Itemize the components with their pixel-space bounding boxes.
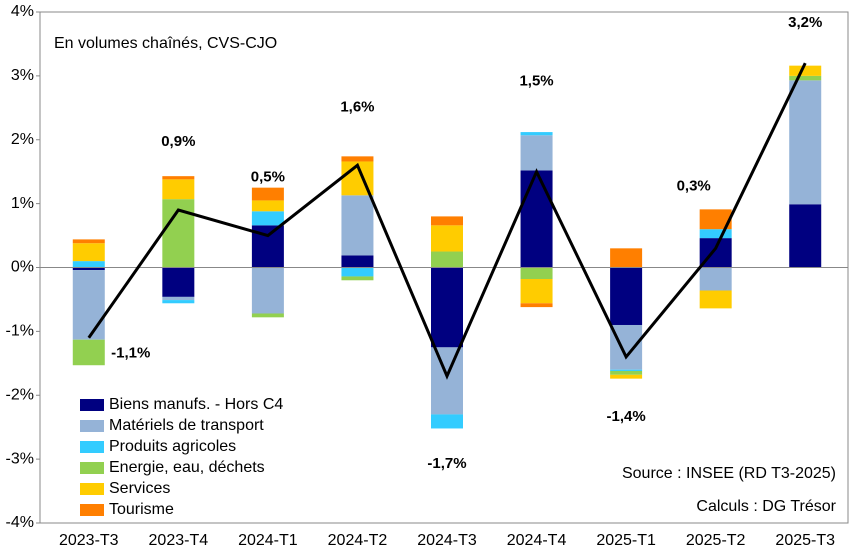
bar-segment — [610, 374, 643, 379]
y-tick-label: 2% — [11, 131, 34, 148]
bar-segment — [520, 267, 553, 279]
line — [87, 62, 807, 380]
data-label: 0,3% — [677, 177, 711, 194]
legend-swatch — [80, 420, 104, 432]
legend-swatch — [80, 441, 104, 453]
bar-segment — [431, 225, 463, 252]
y-tick-label: -3% — [6, 450, 34, 467]
data-label: 0,9% — [161, 133, 195, 150]
bar-segment — [520, 303, 553, 308]
bar-segment — [162, 267, 195, 297]
y-tick-label: 1% — [11, 195, 34, 212]
bar-segment — [341, 156, 374, 162]
bar-segment — [699, 209, 732, 230]
x-tick-label: 2023-T3 — [59, 532, 119, 549]
legend-label: Tourisme — [109, 501, 174, 518]
bar-segment — [610, 369, 643, 371]
x-tick-label: 2024-T4 — [507, 532, 567, 549]
bar-segment — [789, 80, 822, 205]
bar-segment — [72, 243, 105, 262]
x-tick-label: 2024-T2 — [328, 532, 388, 549]
x-tick-label: 2025-T3 — [775, 532, 835, 549]
bar-segment — [699, 267, 732, 291]
legend-label: Energie, eau, déchets — [109, 459, 265, 476]
data-label: 1,5% — [519, 73, 553, 90]
bar-segment — [789, 65, 822, 76]
bar-segment — [610, 370, 643, 375]
data-label: -1,4% — [607, 408, 646, 425]
bar-segment — [610, 248, 643, 268]
bar-segment — [72, 267, 105, 271]
legend-swatch — [80, 483, 104, 495]
legend-swatch — [80, 504, 104, 516]
bar-segment — [431, 216, 463, 226]
data-label: -1,7% — [427, 455, 466, 472]
bar-segment — [699, 229, 732, 239]
bar-segment — [341, 195, 374, 256]
annotation: En volumes chaînés, CVS-CJO — [54, 35, 277, 52]
annotation: Calculs : DG Trésor — [696, 498, 836, 515]
bar-segment — [520, 170, 553, 268]
bar-segment — [162, 296, 195, 301]
bar-segment — [72, 239, 105, 244]
bar-segment — [251, 313, 284, 318]
bar-segment — [341, 276, 374, 281]
bar-segment — [341, 267, 374, 277]
bar-segment — [72, 339, 105, 366]
bar-segment — [431, 347, 463, 415]
y-tick-label: 0% — [11, 259, 34, 276]
bar-segment — [431, 251, 463, 268]
bar-segment — [162, 300, 195, 304]
bar-segment — [789, 204, 822, 268]
legend-label: Produits agricoles — [109, 438, 236, 455]
bar-segment — [72, 270, 105, 340]
bar-segment — [520, 278, 553, 304]
legend-swatch — [80, 399, 104, 411]
bar-segment — [699, 290, 732, 309]
x-tick-label: 2024-T3 — [417, 532, 477, 549]
legend-label: Matériels de transport — [109, 417, 264, 434]
x-tick-label: 2023-T4 — [149, 532, 209, 549]
y-tick-label: -2% — [6, 386, 34, 403]
x-tick-label: 2025-T1 — [596, 532, 656, 549]
data-label: 3,2% — [788, 14, 822, 31]
x-tick-label: 2024-T1 — [238, 532, 298, 549]
bar-segment — [251, 267, 284, 314]
bar-segment — [251, 200, 284, 212]
bar-segment — [72, 261, 105, 268]
legend-label: Services — [109, 480, 170, 497]
bar-segment — [520, 135, 553, 171]
data-label: -1,1% — [111, 345, 150, 362]
bar-segment — [251, 211, 284, 226]
bar-segment — [431, 267, 463, 348]
bar-segment — [341, 255, 374, 268]
y-tick-label: -4% — [6, 514, 34, 531]
legend-swatch — [80, 462, 104, 474]
y-tick-label: -1% — [6, 323, 34, 340]
annotation: Source : INSEE (RD T3-2025) — [622, 465, 836, 482]
bar-segment — [520, 132, 553, 136]
x-tick-label: 2025-T2 — [686, 532, 746, 549]
y-tick-label: 4% — [11, 3, 34, 20]
y-tick-label: 3% — [11, 67, 34, 84]
bar-segment — [162, 179, 195, 200]
bar-segment — [789, 75, 822, 81]
data-label: 0,5% — [251, 169, 285, 186]
bar-segment — [162, 176, 195, 180]
legend-label: Biens manufs. - Hors C4 — [109, 396, 283, 413]
bar-segment — [251, 187, 284, 201]
data-label: 1,6% — [340, 98, 374, 115]
bar-segment — [431, 414, 463, 429]
bar-segment — [610, 267, 643, 325]
